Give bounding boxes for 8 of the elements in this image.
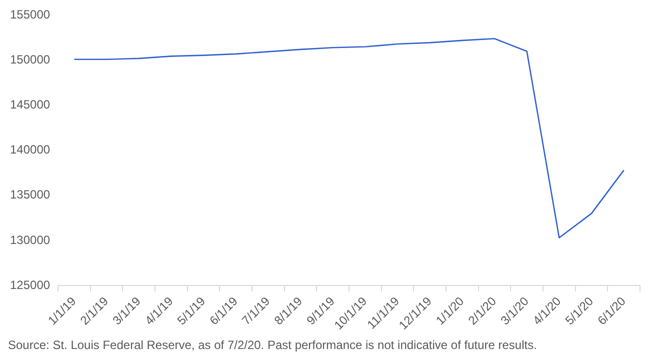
y-tick-label: 125000 [10, 278, 50, 292]
y-tick-label: 145000 [10, 98, 50, 112]
source-note: Source: St. Louis Federal Reserve, as of 7/2/20. Past performance is not indicative of future results. [8, 338, 537, 352]
y-tick-label: 135000 [10, 188, 50, 202]
y-tick-label: 130000 [10, 232, 50, 247]
y-tick-label: 140000 [10, 142, 50, 157]
y-tick-label: 150000 [10, 52, 50, 67]
y-tick-label: 155000 [10, 8, 50, 22]
